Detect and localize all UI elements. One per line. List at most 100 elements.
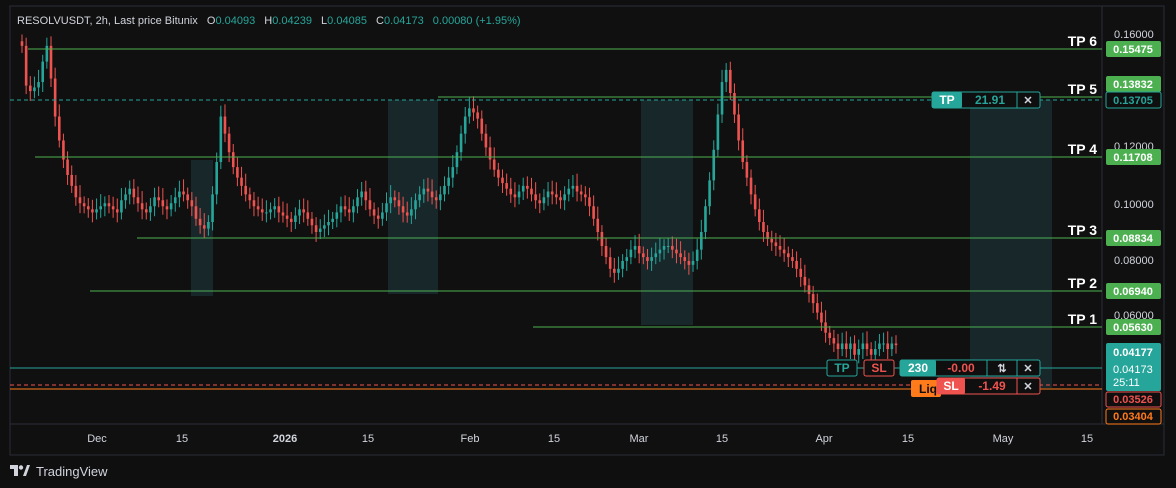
candle-body xyxy=(285,215,289,219)
candle-body xyxy=(542,197,546,204)
candle-body xyxy=(240,177,243,186)
candle-body xyxy=(700,231,703,250)
time-tick-label: 15 xyxy=(902,433,914,445)
candle-body xyxy=(128,188,131,195)
change-value: 0.00080 (+1.95%) xyxy=(432,15,521,27)
candle-body xyxy=(480,118,484,134)
position-sl-button[interactable] xyxy=(863,359,895,377)
high-value: 0.04239 xyxy=(272,15,312,27)
position-tp-button[interactable] xyxy=(826,359,858,377)
low-value: 0.04085 xyxy=(327,15,367,27)
candle-body xyxy=(140,203,144,210)
candle-body xyxy=(546,191,550,198)
candle-body xyxy=(762,222,765,232)
candle-body xyxy=(244,185,247,195)
candle-body xyxy=(194,206,198,219)
sl-order-value: -1.49 xyxy=(978,379,1006,393)
candle-body xyxy=(675,249,678,254)
sl-order-close-icon: ✕ xyxy=(1023,381,1032,393)
candle-body xyxy=(256,206,260,210)
tp-level-label: TP 1 xyxy=(1068,311,1098,327)
candle-body xyxy=(497,169,500,178)
time-tick-label: Feb xyxy=(461,433,480,445)
candle-body xyxy=(20,41,24,46)
candle-body xyxy=(248,194,252,201)
candle-body xyxy=(555,194,558,198)
candle-body xyxy=(269,209,272,213)
price-tick-label: 0.16000 xyxy=(1114,29,1154,41)
candle-body xyxy=(791,257,794,261)
candle-body xyxy=(770,238,774,243)
tp-price-tag: 0.15475 xyxy=(1113,44,1153,56)
time-axis: Dec 15 2026 15 Feb 15 Mar 15 Apr 15 May 15 xyxy=(87,433,1093,445)
countdown-tag: 25:11 xyxy=(1113,377,1140,389)
candle-body xyxy=(28,85,32,92)
candle-body xyxy=(571,185,575,189)
tp-price-tag-bg xyxy=(1106,76,1161,92)
candle-body xyxy=(766,231,769,239)
candle-body xyxy=(505,183,508,189)
candle-body xyxy=(584,194,587,198)
candle-body xyxy=(671,246,674,250)
close-value: 0.04173 xyxy=(383,15,424,27)
candle-body xyxy=(186,194,189,201)
candle-body xyxy=(815,303,819,313)
position-close-icon: ✕ xyxy=(1023,363,1032,375)
candle-body xyxy=(629,249,633,258)
candle-body xyxy=(215,162,218,195)
candle-body xyxy=(99,206,103,210)
tp-price-tag: 0.13832 xyxy=(1113,79,1153,91)
tp-price-tag: 0.08834 xyxy=(1113,233,1154,245)
trade-widgets[interactable]: TP 21.91 ✕ TP SL 230 -0.00 ⇅ ✕ Liq SL -1.49 ✕ xyxy=(826,91,1041,397)
candle-body xyxy=(625,257,629,261)
tp-level-label: TP 4 xyxy=(1068,141,1098,157)
candle-body xyxy=(559,197,562,201)
candle-body xyxy=(753,194,757,210)
candle-body xyxy=(604,246,608,258)
candle-body xyxy=(662,246,666,250)
tp-level-label: TP 3 xyxy=(1068,222,1098,238)
candle-body xyxy=(372,209,376,216)
candle-body xyxy=(463,116,467,134)
candle-body xyxy=(66,159,69,175)
stop-price-tag: 0.03526 xyxy=(1113,394,1153,406)
candle-body xyxy=(422,188,426,195)
candle-body xyxy=(95,209,98,213)
candle-body xyxy=(745,162,749,178)
candle-body xyxy=(824,322,827,333)
candle-body xyxy=(484,133,488,148)
candle-body xyxy=(376,215,380,219)
candle-body xyxy=(807,285,811,295)
liq-tag-box[interactable] xyxy=(911,380,941,397)
candle-body xyxy=(368,200,372,210)
candle-body xyxy=(136,197,140,204)
candle-body xyxy=(124,194,127,201)
candle-body xyxy=(57,116,61,141)
candle-body xyxy=(426,188,430,192)
highlight-zones xyxy=(191,100,1052,388)
candle-body xyxy=(252,200,256,207)
candle-body xyxy=(894,343,898,346)
candle-body xyxy=(650,257,653,261)
tp-order-close-icon: ✕ xyxy=(1023,95,1032,107)
candle-body xyxy=(82,203,86,207)
candle-body xyxy=(410,209,413,216)
candle-body xyxy=(704,206,707,232)
price-tags: 0.15475 0.13832 0.13705 0.11708 0.08834 0.069… xyxy=(1105,41,1162,425)
candle-body xyxy=(173,197,177,204)
position-tp-label: TP xyxy=(834,361,849,375)
stop-tag-bg xyxy=(1105,391,1162,408)
candle-body xyxy=(530,188,533,195)
candle-body xyxy=(687,260,691,265)
candle-body xyxy=(890,343,894,350)
candle-body xyxy=(331,218,334,223)
position-qty-box xyxy=(900,360,936,376)
candle-body xyxy=(455,152,459,168)
candle-body xyxy=(393,197,397,201)
candle-body xyxy=(853,343,856,355)
tp-price-tag: 0.05630 xyxy=(1113,322,1153,334)
candle-body xyxy=(778,246,782,250)
reverse-icon: ⇅ xyxy=(997,363,1006,375)
tradingview-branding[interactable]: TradingView xyxy=(10,462,108,480)
